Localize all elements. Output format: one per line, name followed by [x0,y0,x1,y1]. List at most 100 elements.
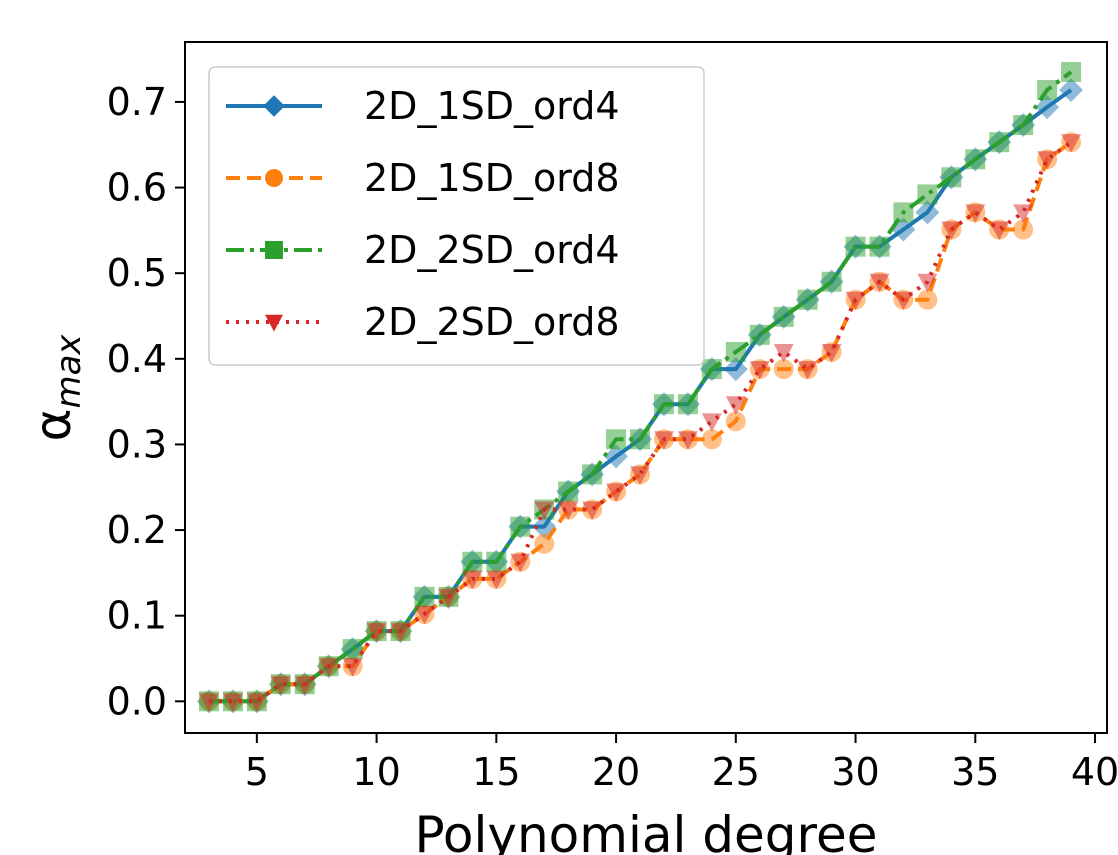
y-tick-label: 0.7 [107,80,167,124]
data-point [390,623,411,642]
legend-label: 2D_1SD_ord8 [364,156,620,200]
x-tick-label: 10 [352,750,400,794]
data-point [606,429,627,450]
data-point [246,693,267,712]
data-point [606,483,627,503]
legend-label: 2D_2SD_ord8 [364,300,620,344]
data-point [941,221,962,241]
data-point [438,588,459,608]
legend-item-2D_2SD_ord8: 2D_2SD_ord8 [226,300,620,344]
data-point [821,271,842,292]
data-point [989,132,1010,153]
data-point [915,200,940,225]
x-tick-label: 20 [592,750,640,794]
legend-marker [265,169,283,187]
data-point [917,273,938,293]
data-point [486,551,507,572]
x-tick-label: 35 [951,750,999,794]
data-point [917,184,938,205]
plot-frame [184,41,1108,734]
data-point [869,236,890,257]
data-point [773,343,794,363]
data-point [773,359,794,380]
data-point [414,605,435,625]
legend-frame [208,66,705,366]
data-point [270,676,291,695]
data-point [723,357,748,382]
data-point [1061,61,1082,82]
data-point [965,149,986,170]
data-point [749,361,770,380]
data-point [797,361,818,380]
x-axis-label: Polynomial degree [415,806,878,855]
x-axis-ticks: 5 10 15 20 25 30 35 40 [245,733,1118,794]
data-point [653,431,674,450]
y-tick-label: 0.0 [107,679,167,723]
data-point [725,411,746,432]
legend-marker [265,241,283,259]
data-point [462,551,483,572]
data-point [917,289,938,310]
series-layer [196,61,1084,714]
data-point [582,464,603,485]
data-point [701,413,722,432]
data-point [486,570,507,590]
data-point [845,236,866,257]
data-point [989,221,1010,241]
data-point [1037,151,1058,170]
y-axis-label-main: α [24,409,82,442]
data-point [366,623,387,642]
data-point [534,533,555,554]
data-point [1037,79,1058,100]
data-point [701,359,722,380]
data-point [630,429,651,450]
data-point [893,202,914,223]
y-axis-label-subscript: max [49,334,89,409]
data-point [749,324,770,345]
x-tick-label: 25 [712,750,760,794]
data-point [845,291,866,311]
y-axis-label: αmax [24,334,89,442]
data-point [1013,115,1034,136]
data-point [294,676,315,695]
data-point [725,396,746,415]
data-point [677,431,698,450]
series-2D_2SD_ord8 [198,134,1082,712]
data-point [773,306,794,327]
data-point [1059,77,1084,102]
data-point [677,394,698,415]
data-point [318,658,339,677]
data-point [534,501,555,521]
data-point [558,501,579,521]
legend-item-2D_1SD_ord4: 2D_1SD_ord4 [226,84,620,128]
data-point [869,273,890,293]
y-tick-label: 0.2 [107,508,167,552]
data-point [604,444,629,469]
y-tick-label: 0.5 [107,251,167,295]
data-point [462,570,483,590]
data-point [797,289,818,310]
data-point [630,466,651,485]
data-point [701,429,722,450]
data-point [198,693,219,712]
data-point [510,516,531,537]
data-point [414,586,435,607]
data-point [653,394,674,415]
data-point [821,343,842,363]
data-point [558,481,579,502]
x-tick-label: 5 [245,750,269,794]
x-tick-label: 15 [472,750,520,794]
y-tick-label: 0.3 [107,422,167,466]
legend-marker [265,314,283,332]
legend-label: 2D_2SD_ord4 [364,228,620,272]
y-tick-label: 0.1 [107,594,167,638]
data-point [510,553,531,573]
data-point [222,693,243,712]
data-point [1013,219,1034,240]
data-point [342,639,363,660]
y-tick-label: 0.4 [107,337,167,381]
data-point [965,204,986,223]
data-point [893,291,914,311]
legend-label: 2D_1SD_ord4 [364,84,620,128]
